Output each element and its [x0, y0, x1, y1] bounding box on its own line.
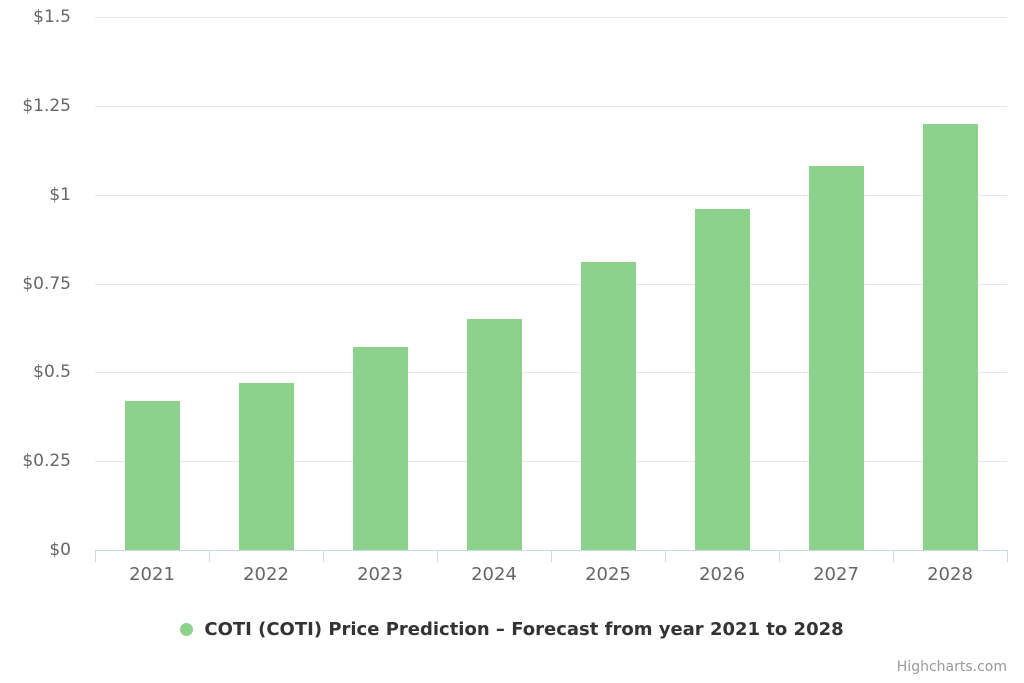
x-axis-label: 2023 [357, 564, 403, 585]
bar-2027[interactable] [808, 166, 864, 550]
y-axis-label: $1.25 [22, 96, 71, 116]
bar-2023[interactable] [352, 347, 408, 550]
legend-marker-icon [180, 623, 194, 636]
x-axis-label: 2024 [471, 564, 517, 585]
x-axis-tick [665, 550, 666, 562]
x-axis-tick [209, 550, 210, 562]
bar-2026[interactable] [694, 208, 750, 550]
x-axis-label: 2022 [243, 564, 289, 585]
bar-2025[interactable] [580, 262, 636, 550]
x-axis-tick [551, 550, 552, 562]
x-axis-tick [323, 550, 324, 562]
bar-2028[interactable] [922, 123, 978, 550]
legend: COTI (COTI) Price Prediction – Forecast … [0, 619, 1024, 640]
highcharts-credit-link[interactable]: Highcharts.com [896, 659, 1007, 675]
bar-2022[interactable] [238, 382, 294, 550]
gridline [95, 284, 1007, 285]
y-axis-label: $0 [49, 540, 71, 560]
x-axis-tick [95, 550, 96, 562]
y-axis-label: $0.5 [33, 362, 71, 382]
x-axis-tick [893, 550, 894, 562]
x-axis-label: 2028 [927, 564, 973, 585]
y-axis-label: $0.75 [22, 274, 71, 294]
bar-2024[interactable] [466, 319, 522, 550]
gridline [95, 461, 1007, 462]
bar-2021[interactable] [124, 400, 180, 550]
x-axis-label: 2021 [129, 564, 175, 585]
x-axis-tick [1007, 550, 1008, 562]
gridline [95, 17, 1007, 18]
y-axis-label: $1.5 [33, 7, 71, 27]
legend-label[interactable]: COTI (COTI) Price Prediction – Forecast … [204, 619, 844, 640]
gridline [95, 106, 1007, 107]
x-axis-label: 2026 [699, 564, 745, 585]
x-axis-label: 2025 [585, 564, 631, 585]
x-axis-label: 2027 [813, 564, 859, 585]
x-axis-tick [437, 550, 438, 562]
gridline [95, 195, 1007, 196]
y-axis-label: $0.25 [22, 451, 71, 471]
x-axis-tick [779, 550, 780, 562]
gridline [95, 372, 1007, 373]
y-axis-label: $1 [49, 185, 71, 205]
